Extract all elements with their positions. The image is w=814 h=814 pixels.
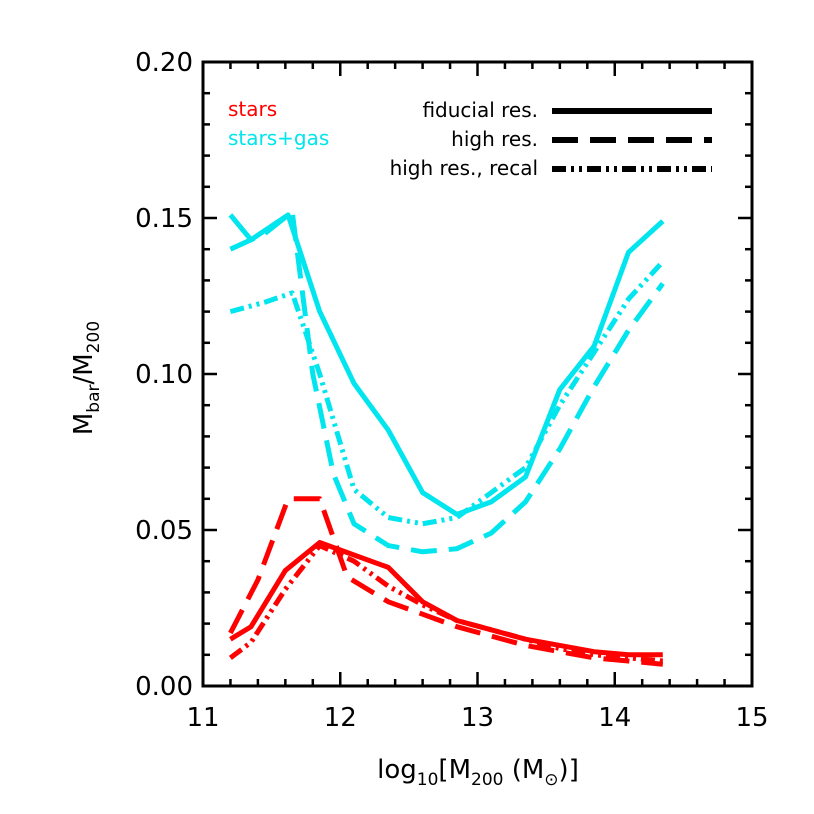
x-tick-label: 11 [186, 703, 219, 733]
y-tick-label: 0.20 [135, 48, 193, 78]
legend-style-label-1: high res. [451, 127, 538, 151]
series-line-2 [229, 260, 665, 527]
y-tick-label: 0.10 [135, 360, 193, 390]
x-tick-label: 13 [461, 703, 494, 733]
x-tick-label: 14 [598, 703, 631, 733]
x-tick-label: 12 [324, 703, 357, 733]
x-title-sun: ⊙ [544, 770, 558, 790]
y-tick-label: 0.15 [135, 204, 193, 234]
y-axis-title: Mbar/M200 [69, 321, 104, 435]
series-line-5 [228, 543, 664, 664]
x-title-mid: (M [503, 755, 544, 785]
x-title-sub-200: 200 [471, 770, 503, 790]
y-title-sub-bar: bar [84, 385, 104, 413]
legend-color-label-1: stars+gas [228, 126, 329, 150]
y-title-sub-200: 200 [84, 321, 104, 353]
x-title-open: [M [438, 755, 471, 785]
y-title-main: M [69, 413, 99, 435]
y-tick-label: 0.00 [135, 672, 193, 702]
series-line-4 [228, 496, 664, 667]
y-title-slash: /M [69, 353, 99, 384]
x-tick-label: 15 [735, 703, 768, 733]
x-title-close: )] [559, 755, 579, 785]
x-title-log: log [377, 755, 417, 785]
series-layer [228, 209, 665, 667]
x-axis-title: log10[M200 (M⊙)] [377, 755, 579, 790]
y-tick-label: 0.05 [135, 516, 193, 546]
axes-layer: 11 12 13 14 15 0.00 0.05 0.10 0.15 0.20 [135, 48, 768, 733]
legend-style-label-0: fiducial res. [422, 98, 538, 122]
legend-layer: stars stars+gas fiducial res. high res. high… [228, 97, 712, 180]
x-title-sub-10: 10 [417, 770, 439, 790]
legend-color-label-0: stars [228, 97, 277, 121]
series-line-3 [229, 540, 663, 658]
legend-style-label-2: high res., recal [390, 156, 538, 180]
series-line-1 [229, 209, 665, 555]
series-line-0 [228, 212, 665, 517]
